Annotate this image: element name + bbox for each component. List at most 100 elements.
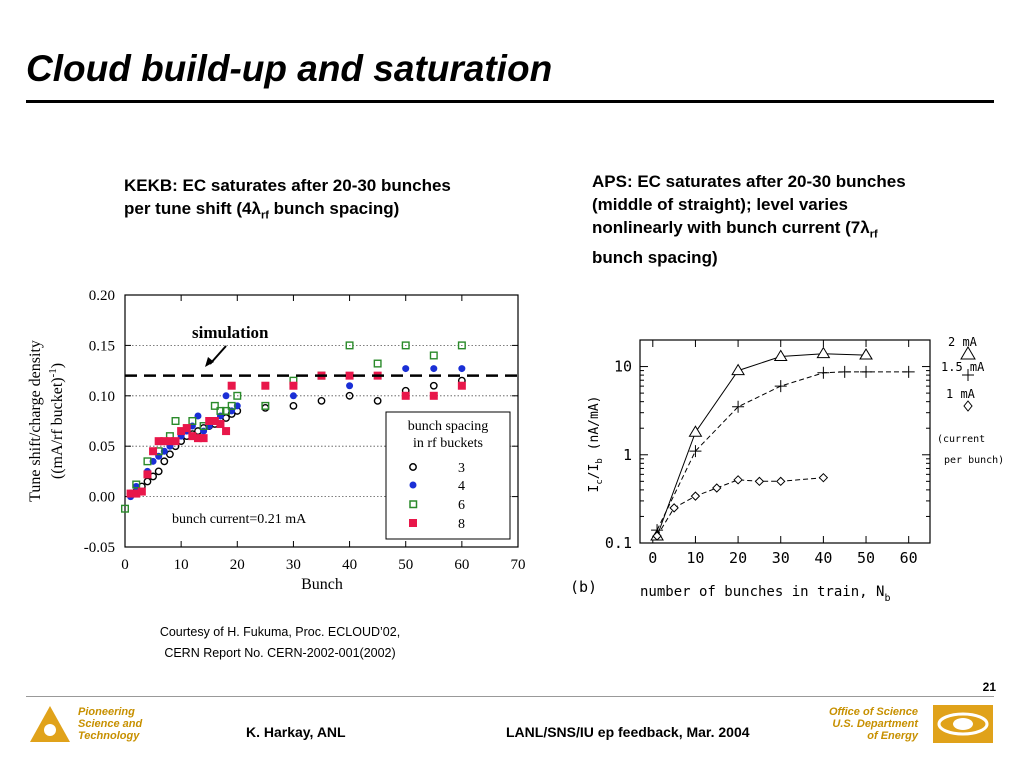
caption-kekb-line2: per tune shift (4λrf bunch spacing)	[124, 197, 544, 227]
y-tick-label: -0.05	[84, 540, 115, 556]
x-tick-label: 50	[398, 557, 413, 573]
data-point-spacing-6	[401, 341, 410, 350]
aps-legend-note-line1: (current	[937, 434, 985, 445]
aps-plot-frame	[639, 339, 931, 544]
data-point-spacing-8	[149, 447, 158, 456]
data-point-spacing-8	[216, 420, 225, 429]
kekb-legend: bunch spacing in rf buckets 3 4 6 8	[385, 411, 511, 540]
data-point-spacing-6	[429, 351, 438, 360]
y-tick-label: 0.10	[89, 389, 115, 405]
caption-kekb-line1: KEKB: EC saturates after 20-30 bunches	[124, 176, 451, 195]
data-point-15mA	[689, 445, 702, 458]
data-point-spacing-3	[345, 391, 354, 400]
data-point-spacing-8	[165, 437, 174, 446]
series-line-2mA	[656, 353, 867, 537]
data-point-15mA	[817, 366, 830, 379]
aps-y-axis-label-pre: I	[587, 485, 602, 493]
data-point-spacing-8	[457, 381, 466, 390]
data-point-spacing-8	[137, 487, 146, 496]
data-point-spacing-8	[222, 427, 231, 436]
y-tick-label: 0.15	[89, 338, 115, 354]
kekb-tune-shift-chart: 0.20 0.15 0.10 0.05 0.00 -0.05 0 10 20 30 40 50 60 70…	[27, 288, 526, 593]
data-point-15mA	[838, 365, 851, 378]
y-tick-label: 10	[614, 358, 632, 376]
legend-label-4: 4	[458, 479, 465, 494]
data-point-spacing-8	[289, 381, 298, 390]
bunch-current-label: bunch current=0.21 mA	[172, 512, 307, 527]
kekb-y-axis-label-line2-pre: ((mA/rf bucket)	[49, 377, 66, 479]
footer-doe-line1: Office of Science	[828, 706, 918, 718]
triangle-icon	[960, 346, 976, 360]
data-point-spacing-4	[430, 365, 438, 373]
aps-panel-label: (b)	[570, 578, 597, 596]
data-point-spacing-4	[289, 392, 297, 400]
legend-title-line2: in rf buckets	[413, 436, 483, 451]
caption-aps-line1: APS: EC saturates after 20-30 bunches	[592, 172, 906, 191]
data-point-spacing-8	[182, 424, 191, 433]
legend-label-3: 3	[458, 461, 465, 476]
footer-doe-line2: U.S. Department	[832, 718, 918, 730]
y-tick-label: 0.1	[605, 534, 632, 552]
data-point-spacing-8	[401, 391, 410, 400]
title-underline	[26, 100, 994, 103]
x-tick-label: 10	[686, 549, 704, 567]
x-tick-label: 0	[121, 557, 129, 573]
simulation-label: simulation	[192, 323, 269, 342]
data-point-spacing-8	[143, 470, 152, 479]
legend-marker-3	[409, 463, 417, 471]
aps-legend: 2 mA 1.5 mA 1 mA (current per bunch)	[937, 335, 1004, 466]
data-point-spacing-3	[429, 381, 438, 390]
simulation-arrowhead	[205, 357, 214, 367]
data-point-2mA	[731, 363, 745, 376]
footer-org: Pioneering Science and Technology	[78, 706, 142, 742]
data-point-spacing-6	[120, 504, 129, 513]
aps-legend-label-2ma: 2 mA	[948, 335, 978, 349]
data-point-spacing-8	[193, 434, 202, 443]
data-point-spacing-8	[205, 417, 214, 425]
data-point-1mA	[690, 491, 701, 501]
data-point-1mA	[754, 476, 765, 487]
caption-aps-line3-pre: nonlinearly with bunch current (7	[592, 218, 861, 237]
data-point-15mA	[774, 380, 787, 393]
data-point-spacing-6	[233, 391, 242, 400]
kekb-y-axis-label-sup: -1	[47, 368, 59, 377]
aps-legend-label-1-5ma: 1.5 mA	[941, 360, 985, 374]
caption-kekb-line2-post: bunch spacing)	[268, 199, 400, 218]
x-tick-label: 60	[454, 557, 469, 573]
data-point-spacing-8	[261, 381, 270, 390]
courtesy-note: Courtesy of H. Fukuma, Proc. ECLOUD’02, …	[100, 622, 460, 664]
slide-title: Cloud build-up and saturation	[26, 48, 553, 89]
data-point-15mA	[860, 365, 873, 378]
data-point-spacing-3	[166, 450, 174, 459]
footer-event: LANL/SNS/IU ep feedback, Mar. 2004	[506, 724, 750, 740]
y-tick-label: 1	[623, 446, 632, 464]
data-point-spacing-8	[188, 432, 197, 441]
data-point-spacing-4	[402, 365, 410, 373]
data-point-spacing-4	[458, 365, 466, 373]
caption-aps-line4: bunch spacing)	[592, 248, 718, 268]
data-point-spacing-8	[160, 437, 169, 446]
data-point-spacing-6	[222, 406, 231, 415]
data-point-spacing-3	[143, 477, 152, 486]
y-tick-label: 0.00	[89, 490, 115, 506]
data-point-2mA	[816, 346, 831, 359]
doe-logo-icon	[933, 705, 993, 743]
data-point-spacing-6	[132, 480, 141, 489]
legend-marker-4	[409, 481, 417, 489]
legend-label-6: 6	[458, 498, 465, 513]
rf-subscript: rf	[869, 228, 878, 241]
legend-marker-8	[409, 519, 417, 527]
aps-x-axis-label-pre: number of bunches in train, N	[640, 584, 884, 600]
caption-kekb-line2-pre: per tune shift (4	[124, 199, 252, 218]
aps-x-axis-label: number of bunches in train, Nb	[640, 584, 890, 604]
data-point-spacing-3	[154, 467, 163, 476]
kekb-y-axis-label-line2: ((mA/rf bucket)-1)	[47, 363, 66, 479]
data-point-spacing-4	[346, 382, 354, 390]
x-tick-label: 50	[857, 549, 875, 567]
lambda-symbol: λ	[251, 199, 261, 218]
data-point-1mA	[652, 531, 662, 541]
kekb-x-axis-label: Bunch	[301, 576, 343, 593]
x-tick-label: 20	[230, 557, 245, 573]
lambda-symbol: λ	[860, 218, 870, 237]
aps-y-axis-label-mid: /I	[587, 464, 602, 480]
